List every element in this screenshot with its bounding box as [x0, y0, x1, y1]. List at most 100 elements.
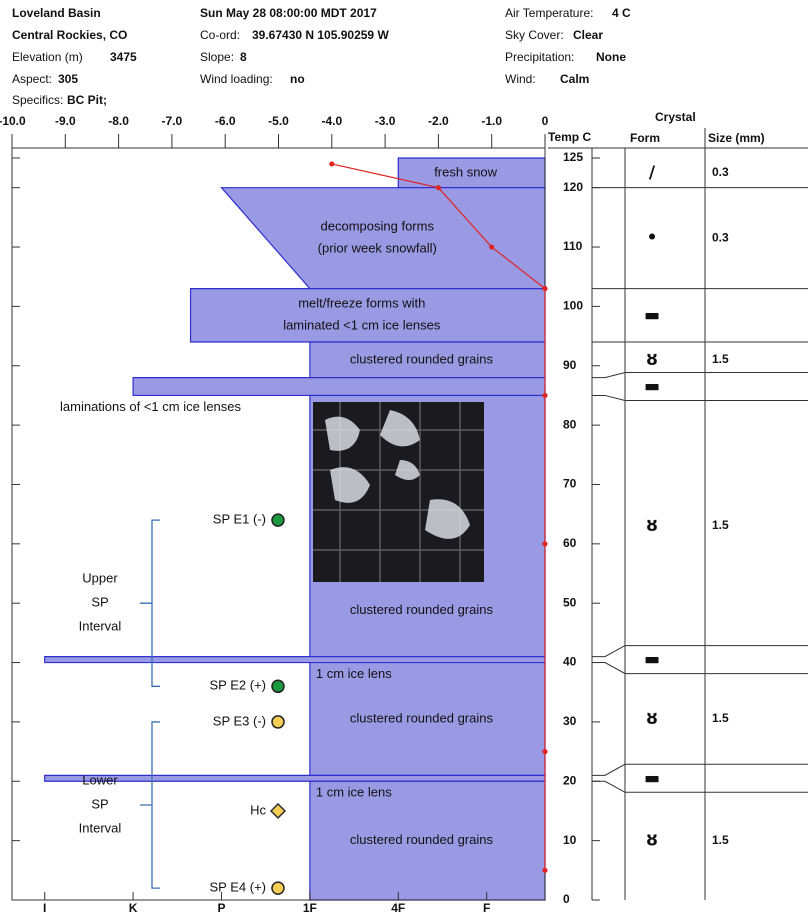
aspect-label: Aspect:	[12, 72, 52, 86]
layer-label: clustered rounded grains	[350, 832, 494, 847]
size-header: Size (mm)	[708, 131, 765, 145]
hardness-tick-label: 1F	[303, 901, 317, 915]
page: Loveland Basin Central Rockies, CO Eleva…	[0, 0, 808, 917]
layer	[45, 657, 545, 663]
test-label: SP E2 (+)	[210, 678, 266, 693]
interval-label: Upper	[82, 571, 118, 586]
x-tick-label: -4.0	[321, 114, 342, 128]
x-axis-label: Temp C	[548, 130, 591, 144]
y-tick-label: 100	[563, 299, 583, 313]
snow-profile: Loveland Basin Central Rockies, CO Eleva…	[0, 0, 808, 917]
crystal-form: ȣ	[646, 350, 657, 370]
coord: 39.67430 N 105.90259 W	[252, 28, 389, 42]
elevation-label: Elevation (m)	[12, 50, 83, 64]
x-tick-label: -8.0	[108, 114, 129, 128]
temperature-point	[542, 868, 547, 873]
crystal-size: 1.5	[712, 352, 729, 366]
layer-boundary	[592, 395, 808, 400]
test-label: Hc	[250, 802, 266, 817]
test-label: SP E4 (+)	[210, 880, 266, 895]
y-tick-label: 70	[563, 477, 577, 491]
crystal-size: 1.5	[712, 833, 729, 847]
slope-label: Slope:	[200, 50, 234, 64]
datetime: Sun May 28 08:00:00 MDT 2017	[200, 6, 377, 20]
coord-label: Co-ord:	[200, 28, 240, 42]
crystal-form: ȣ	[646, 831, 657, 851]
test-marker	[272, 680, 284, 692]
layer-label: decomposing forms	[321, 219, 435, 234]
hardness-tick-label: F	[483, 901, 490, 915]
hardness-tick-label: I	[43, 901, 46, 915]
y-tick-label: 30	[563, 714, 577, 728]
layer-label: 1 cm ice lens	[316, 666, 392, 681]
interval-bracket	[140, 722, 160, 888]
x-tick-label: -6.0	[215, 114, 236, 128]
layer-boundary	[592, 663, 808, 674]
layer-boundary	[592, 373, 808, 378]
x-tick-label: -5.0	[268, 114, 289, 128]
test-marker	[271, 804, 285, 818]
y-tick-label: 90	[563, 358, 577, 372]
crystal-form: ▬	[644, 768, 660, 788]
x-tick-label: -2.0	[428, 114, 449, 128]
crystal-header: Crystal	[655, 110, 696, 124]
temperature-point	[542, 541, 547, 546]
crystal-size: 1.5	[712, 518, 729, 532]
crystal-size: 0.3	[712, 165, 729, 179]
layer-label: laminated <1 cm ice lenses	[283, 318, 441, 333]
interval-label: Interval	[79, 619, 122, 634]
x-tick-label: 0	[542, 114, 549, 128]
temperature-point	[436, 185, 441, 190]
wind-loading: no	[290, 72, 305, 86]
test-marker	[272, 716, 284, 728]
slope: 8	[240, 50, 247, 64]
x-tick-label: -1.0	[481, 114, 502, 128]
layer-label: melt/freeze forms with	[298, 296, 425, 311]
x-tick-label: -3.0	[375, 114, 396, 128]
crystal-form: ▬	[644, 305, 660, 325]
interval-label: Lower	[82, 772, 118, 787]
y-tick-label: 120	[563, 180, 583, 194]
layer-label: clustered rounded grains	[350, 602, 494, 617]
y-tick-label: 80	[563, 417, 577, 431]
interval-label: SP	[91, 595, 108, 610]
wind-label: Wind:	[505, 72, 536, 86]
layer-label: 1 cm ice lens	[316, 785, 392, 800]
sky-label: Sky Cover:	[505, 28, 564, 42]
elevation: 3475	[110, 50, 137, 64]
site: Loveland Basin	[12, 6, 101, 20]
x-tick-label: -7.0	[162, 114, 183, 128]
crystal-size: 0.3	[712, 230, 729, 244]
interval-label: Interval	[79, 820, 122, 835]
interval-label: SP	[91, 796, 108, 811]
air-temp-label: Air Temperature:	[505, 6, 593, 20]
layer	[45, 775, 545, 781]
y-tick-label: 20	[563, 773, 577, 787]
hardness-tick-label: P	[217, 901, 225, 915]
layer-boundary	[592, 646, 808, 657]
layer	[221, 188, 545, 289]
aspect: 305	[58, 72, 78, 86]
x-tick-label: -10.0	[0, 114, 26, 128]
temperature-point	[542, 286, 547, 291]
crystal-form: ȣ	[646, 516, 657, 536]
hardness-tick-label: 4F	[391, 901, 405, 915]
test-marker	[272, 514, 284, 526]
layer	[133, 378, 545, 396]
y-tick-label: 110	[563, 239, 583, 253]
crystal-size: 1.5	[712, 711, 729, 725]
hardness-tick-label: K	[129, 901, 138, 915]
temperature-point	[329, 161, 334, 166]
layer-label: (prior week snowfall)	[318, 241, 437, 256]
y-tick-label: 0	[563, 892, 570, 906]
wind: Calm	[560, 72, 589, 86]
test-marker	[272, 882, 284, 894]
y-tick-label: 60	[563, 536, 577, 550]
crystal-form: •	[647, 228, 658, 248]
layer-boundary	[592, 781, 808, 792]
layer-label: laminations of <1 cm ice lenses	[60, 399, 242, 414]
y-tick-label: 125	[563, 150, 583, 164]
y-tick-label: 40	[563, 655, 577, 669]
precip-label: Precipitation:	[505, 50, 574, 64]
precip: None	[596, 50, 626, 64]
